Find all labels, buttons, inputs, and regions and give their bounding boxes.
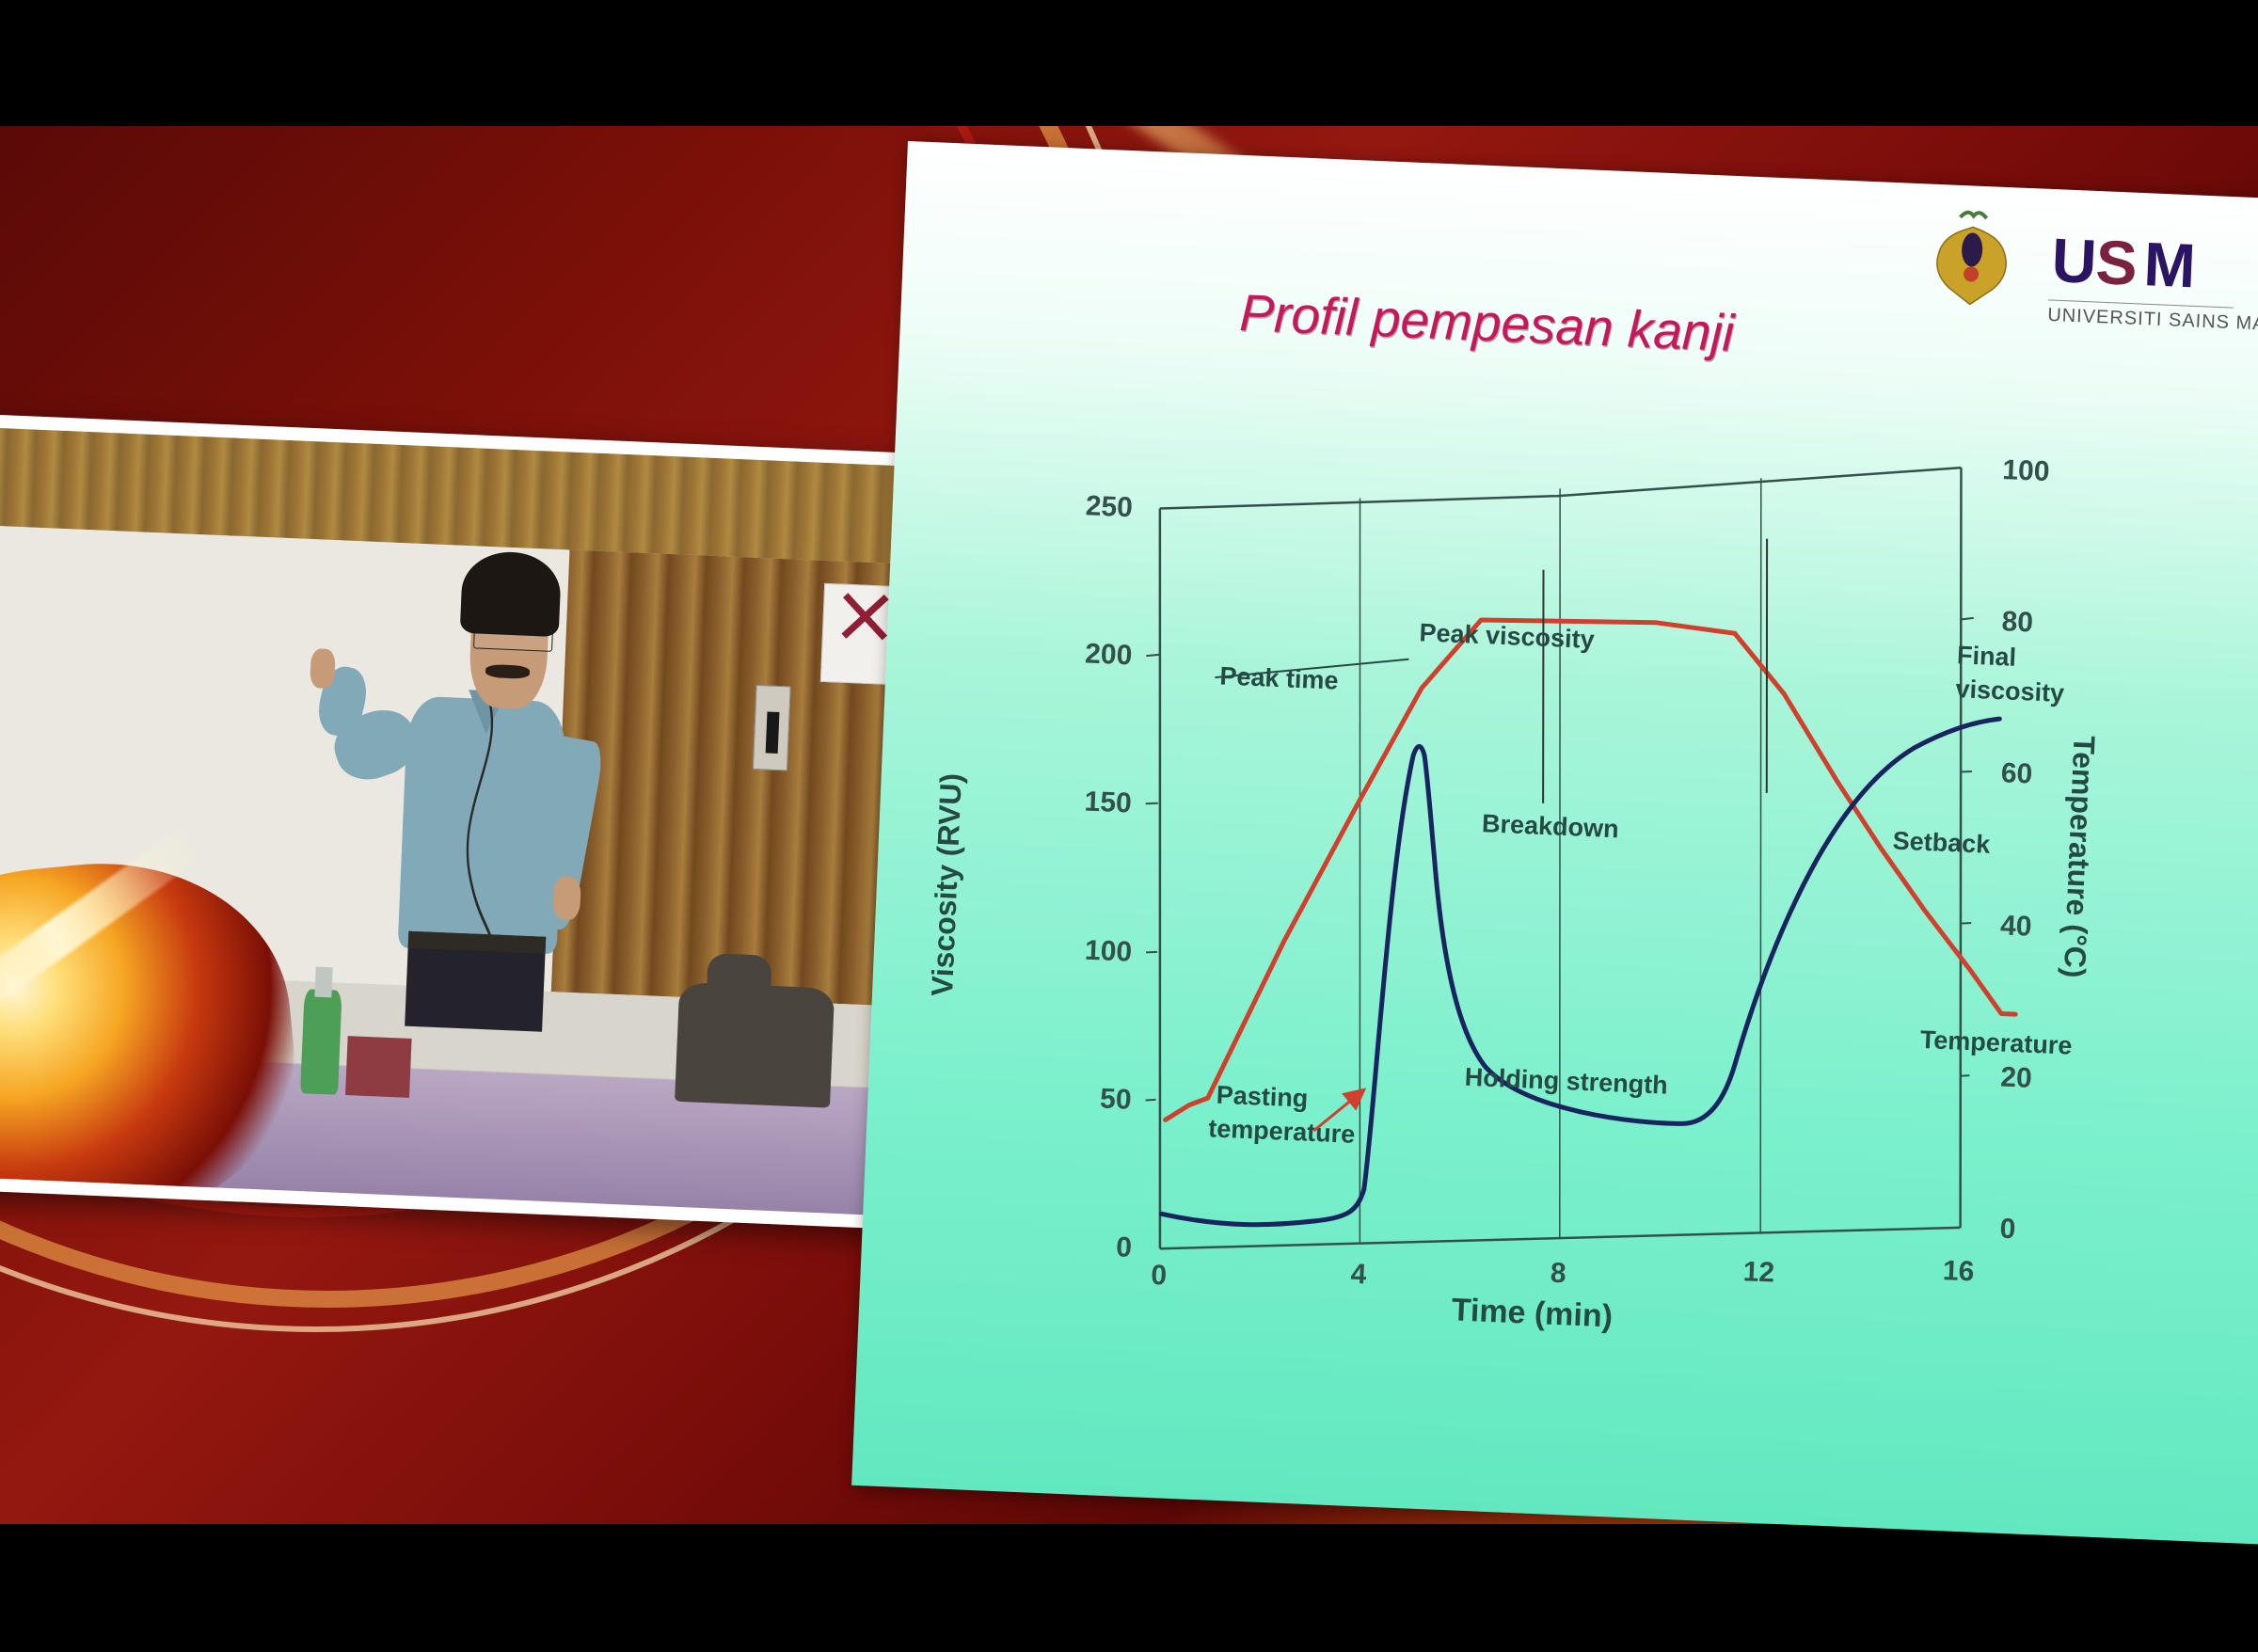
svg-text:temperature: temperature: [1208, 1114, 1356, 1149]
svg-text:Breakdown: Breakdown: [1482, 809, 1620, 843]
svg-text:Peak viscosity: Peak viscosity: [1419, 618, 1595, 654]
svg-text:0: 0: [1151, 1260, 1168, 1292]
svg-text:Final: Final: [1956, 641, 2016, 672]
svg-text:50: 50: [1099, 1083, 1132, 1115]
svg-text:Temperature (°C): Temperature (°C): [2058, 735, 2102, 978]
svg-text:U: U: [2050, 225, 2098, 296]
svg-text:4: 4: [1350, 1259, 1367, 1291]
svg-text:Time (min): Time (min): [1451, 1292, 1614, 1334]
svg-text:100: 100: [2002, 454, 2050, 487]
svg-text:Setback: Setback: [1892, 827, 1992, 859]
svg-text:200: 200: [1085, 638, 1133, 671]
svg-text:80: 80: [2001, 606, 2034, 638]
svg-text:40: 40: [1999, 910, 2032, 942]
svg-text:12: 12: [1742, 1256, 1775, 1288]
svg-text:150: 150: [1084, 786, 1132, 818]
svg-text:100: 100: [1084, 935, 1132, 968]
svg-text:250: 250: [1085, 490, 1133, 523]
svg-text:20: 20: [2000, 1062, 2033, 1094]
svg-text:Temperature: Temperature: [1919, 1025, 2073, 1060]
svg-text:0: 0: [1116, 1231, 1133, 1263]
svg-text:60: 60: [2000, 757, 2033, 789]
svg-text:16: 16: [1942, 1255, 1975, 1287]
svg-text:viscosity: viscosity: [1955, 675, 2065, 707]
svg-text:S: S: [2094, 227, 2139, 298]
svg-text:M: M: [2142, 229, 2197, 300]
svg-text:Pasting: Pasting: [1216, 1081, 1309, 1113]
svg-text:Viscosity (RVU): Viscosity (RVU): [925, 772, 968, 996]
svg-text:0: 0: [1999, 1214, 2016, 1246]
svg-text:UNIVERSITI SAINS MALAYSIA: UNIVERSITI SAINS MALAYSIA: [2047, 305, 2258, 338]
svg-text:Holding strength: Holding strength: [1464, 1063, 1668, 1100]
svg-text:8: 8: [1550, 1258, 1566, 1290]
